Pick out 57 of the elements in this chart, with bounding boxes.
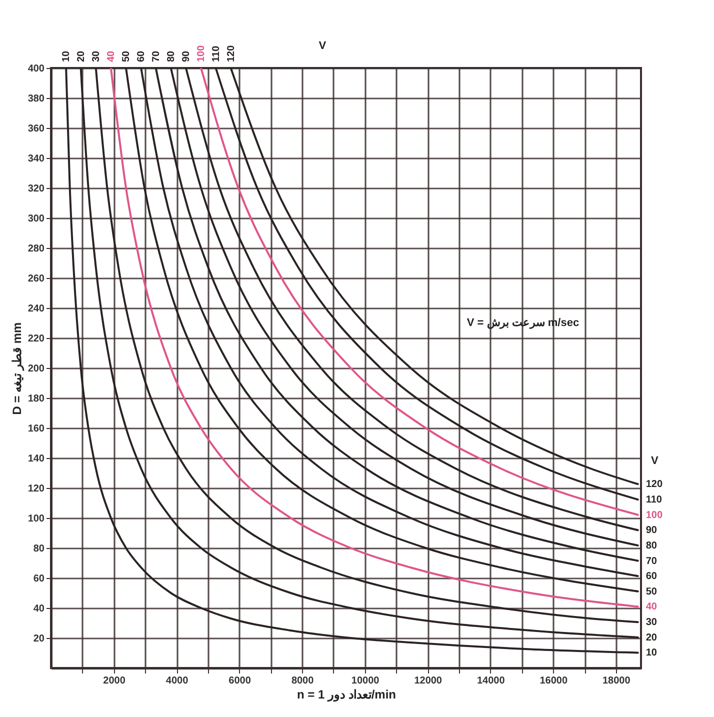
- y-tick-label: 400: [28, 64, 45, 74]
- y-tick-label: 280: [28, 244, 45, 254]
- y-tick-label: 200: [28, 364, 45, 374]
- text: 60: [136, 50, 148, 62]
- text: 100: [196, 44, 208, 62]
- text: V: [651, 455, 659, 467]
- text: 90: [646, 525, 657, 536]
- y-axis-title: D = قطر تیغه mm: [10, 322, 25, 415]
- text: 10: [646, 648, 657, 659]
- text: 40: [106, 50, 117, 62]
- y-tick-label: 380: [28, 94, 45, 104]
- y-tick-label: 100: [28, 514, 45, 524]
- y-tick-label: 140: [28, 454, 45, 464]
- x-tick-label: 12000: [414, 676, 442, 686]
- text: 100: [646, 510, 663, 521]
- x-tick-label: 2000: [103, 676, 126, 686]
- y-tick-label: 260: [28, 274, 45, 284]
- x-tick-label: 8000: [291, 676, 314, 686]
- text: 40: [646, 602, 657, 613]
- y-tick-label: 80: [33, 544, 45, 554]
- text: 120: [646, 479, 663, 490]
- text: 80: [166, 50, 177, 62]
- y-tick-label: 60: [33, 574, 45, 584]
- y-tick-label: 240: [28, 304, 45, 314]
- y-tick-label: 20: [33, 634, 45, 644]
- y-tick-label: 120: [28, 484, 45, 494]
- text: 20: [76, 50, 87, 62]
- text: 110: [646, 494, 662, 506]
- x-tick-label: 4000: [166, 676, 189, 686]
- text: 50: [121, 50, 132, 62]
- x-tick-label: 16000: [540, 676, 568, 686]
- y-tick-label: 340: [28, 154, 45, 164]
- text: 20: [646, 632, 657, 644]
- text: 60: [646, 571, 657, 582]
- text: 80: [646, 540, 657, 552]
- y-tick-label: 220: [28, 334, 45, 344]
- text: V: [318, 40, 327, 52]
- text: 30: [90, 50, 102, 62]
- x-tick-label: 14000: [476, 676, 506, 686]
- text: 110: [210, 45, 222, 62]
- text: 50: [646, 586, 657, 598]
- y-tick-label: 320: [28, 184, 45, 194]
- text: 30: [646, 617, 657, 628]
- x-tick-label: 10000: [351, 676, 380, 686]
- y-tick-label: 40: [33, 604, 45, 614]
- y-tick-label: 300: [28, 214, 45, 224]
- text: 120: [226, 44, 237, 62]
- x-axis-title: n = تعداد دور 1/min: [296, 688, 396, 702]
- text: 10: [61, 50, 72, 62]
- text: 70: [150, 50, 162, 62]
- y-tick-label: 180: [28, 394, 45, 404]
- text: 70: [646, 556, 657, 567]
- y-tick-label: 360: [28, 124, 45, 134]
- text: 90: [180, 50, 192, 62]
- x-tick-label: 18000: [602, 676, 631, 686]
- y-tick-label: 160: [28, 424, 45, 434]
- x-tick-label: 6000: [228, 676, 252, 686]
